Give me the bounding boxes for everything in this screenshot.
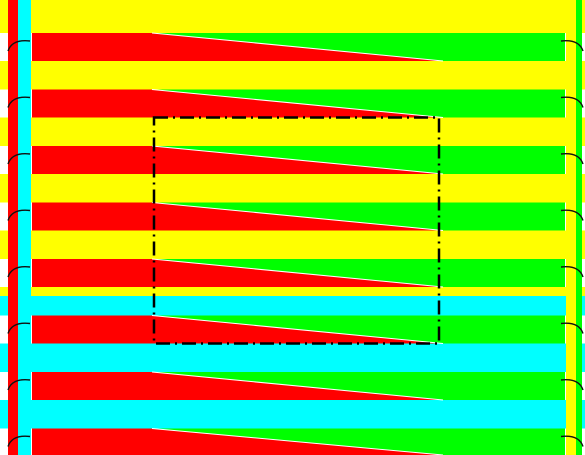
left-hook-icon <box>7 379 31 391</box>
bus-bars <box>8 0 582 455</box>
left-hook-icon <box>7 266 31 278</box>
finger-red <box>32 372 443 400</box>
finger-red <box>32 146 443 174</box>
left-bus-inner <box>18 0 31 455</box>
right-bus-outer <box>576 0 582 455</box>
right-hook-icon <box>560 96 584 108</box>
strip-seam-wide <box>0 290 585 296</box>
fingers <box>32 32 565 455</box>
right-hook-icon <box>560 266 584 278</box>
finger-red <box>32 428 443 455</box>
left-bus-outer <box>8 0 18 455</box>
left-hook-icon <box>7 209 31 221</box>
finger-red <box>32 89 443 118</box>
right-hook-icon <box>560 153 584 165</box>
finger-seam <box>151 315 444 344</box>
top-strip <box>0 0 585 33</box>
left-hook-icon <box>7 322 31 334</box>
finger-seam <box>151 32 444 62</box>
strip <box>0 174 585 203</box>
finger-seam <box>151 89 444 118</box>
strip-seam <box>0 117 585 121</box>
right-hook-icon <box>560 209 584 221</box>
strip-seam <box>0 61 585 64</box>
interleaved-strips <box>0 0 585 429</box>
left-hook-icon <box>7 435 31 447</box>
left-hook-icon <box>7 153 31 165</box>
left-hook-icon <box>7 96 31 108</box>
finger-seam <box>151 145 444 175</box>
strip <box>0 61 585 90</box>
dashed-box <box>152 116 441 345</box>
finger-red <box>32 315 443 344</box>
finger-red <box>32 202 443 231</box>
strip-seam <box>0 174 585 177</box>
dashed-outline <box>152 116 441 345</box>
left-hook-icon <box>7 40 31 52</box>
finger-seam <box>151 371 444 401</box>
right-bus-inner <box>566 0 576 455</box>
right-hook-icon <box>560 322 584 334</box>
strip-seam <box>0 230 585 234</box>
hooks <box>7 40 584 447</box>
right-hook-icon <box>560 379 584 391</box>
finger-seam <box>151 258 444 288</box>
strip <box>0 400 585 429</box>
finger-seam <box>151 428 444 455</box>
strip <box>0 230 585 259</box>
finger-seam <box>151 202 444 231</box>
right-hook-icon <box>560 40 584 52</box>
strip-seam <box>0 343 585 347</box>
right-hook-icon <box>560 435 584 447</box>
strip <box>0 343 585 372</box>
finger-red <box>32 259 443 287</box>
strip-seam <box>0 287 585 290</box>
strip-seam <box>0 400 585 403</box>
finger-red <box>32 33 443 61</box>
strip <box>0 117 585 146</box>
